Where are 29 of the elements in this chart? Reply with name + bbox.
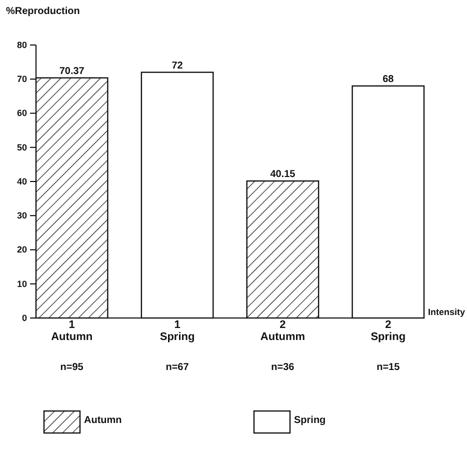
x-tick-label: 2 Autumm xyxy=(260,319,306,343)
x-tick-label: 2 Spring xyxy=(370,319,406,343)
y-tick-label: 40 xyxy=(16,176,27,186)
text: n=15 xyxy=(376,362,400,373)
text: n=36 xyxy=(271,362,295,373)
legend-label: Spring xyxy=(294,415,326,426)
x-axis-title: Intensity xyxy=(428,307,465,317)
y-tick-label: 80 xyxy=(16,40,27,50)
y-tick-label: 60 xyxy=(16,108,27,118)
bar xyxy=(246,180,320,319)
x-tick-label: 1 Spring xyxy=(160,319,195,343)
y-tick-label: 10 xyxy=(16,278,27,289)
y-tick-label: 20 xyxy=(16,244,27,255)
data-label: 40.15 xyxy=(270,168,296,180)
bar xyxy=(352,85,425,319)
bar xyxy=(35,77,108,319)
data-label: 68 xyxy=(382,74,394,85)
x-tick-label: 1 Autumn xyxy=(51,319,93,343)
data-label: 72 xyxy=(172,60,184,72)
y-axis-title: %Reproduction xyxy=(6,6,80,17)
legend-label: Autumn xyxy=(84,415,122,426)
text: n=67 xyxy=(166,362,190,373)
y-tick-label: 50 xyxy=(16,142,27,152)
y-tick-label: 70 xyxy=(16,74,27,84)
bar xyxy=(140,72,214,319)
y-tick-label: 30 xyxy=(16,210,27,221)
y-tick-label: 0 xyxy=(22,312,27,323)
data-label: 70.37 xyxy=(59,66,85,77)
text: n=95 xyxy=(60,362,84,373)
